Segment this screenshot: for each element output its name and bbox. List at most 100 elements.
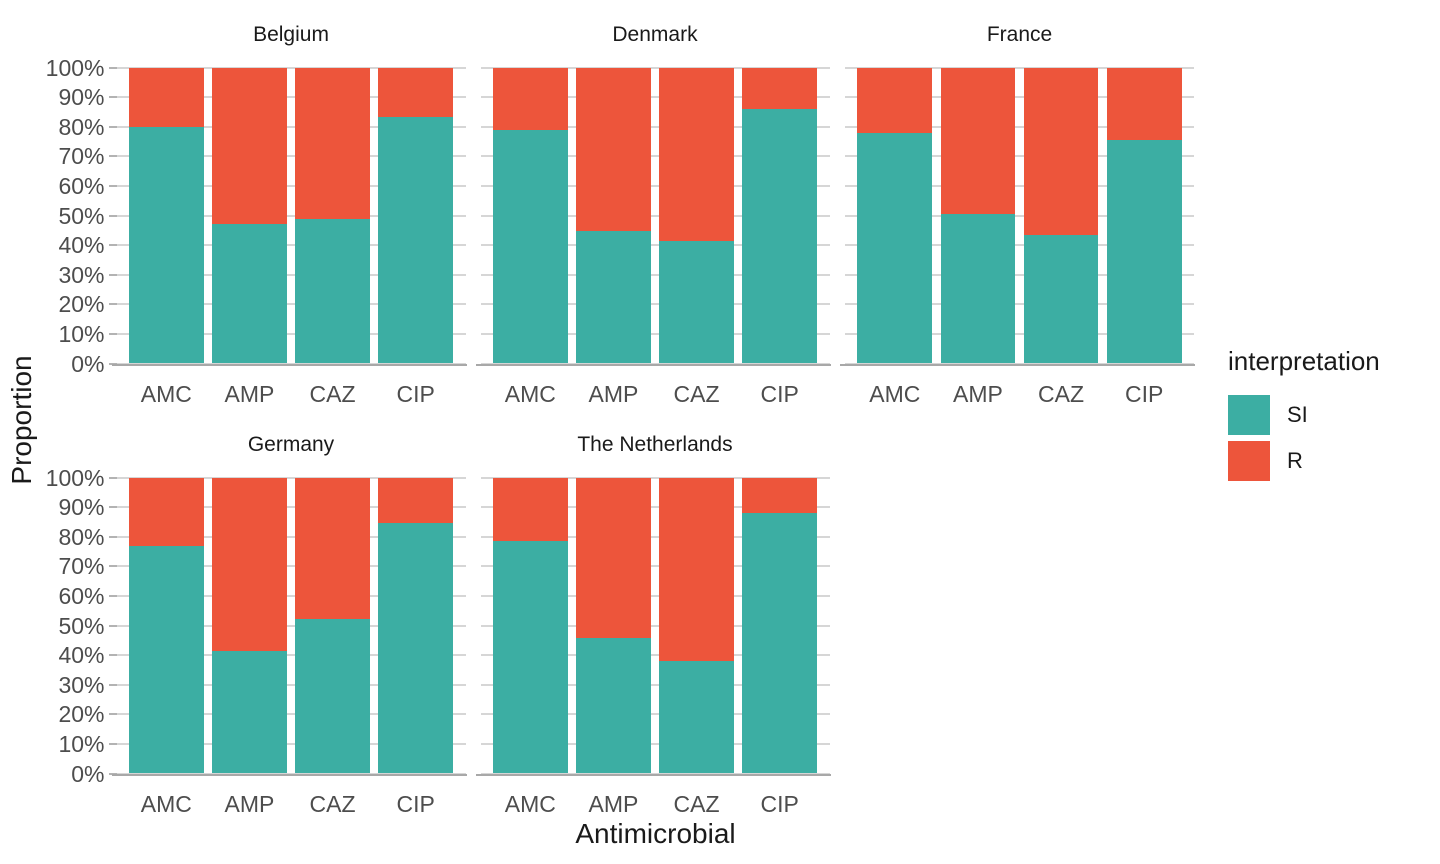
- x-tick-label: CIP: [1124, 380, 1164, 407]
- bar-segment-r: [295, 477, 370, 619]
- x-tick-label: AMP: [588, 380, 639, 407]
- gridline: [845, 125, 1194, 128]
- legend: interpretation SI R: [1228, 344, 1433, 487]
- y-tick-label: 20%: [58, 701, 105, 728]
- gridline: [480, 654, 830, 657]
- facet-title: France: [986, 22, 1053, 46]
- bar-segment-r: [378, 477, 454, 524]
- y-tick-mark: [108, 535, 117, 538]
- bar-amc: [492, 67, 568, 364]
- bar-segment-si: [492, 130, 568, 364]
- x-axis-line: [475, 773, 831, 776]
- gridline: [480, 535, 830, 538]
- gridline: [116, 476, 466, 479]
- bar-cip: [742, 67, 818, 364]
- bar-segment-r: [492, 67, 568, 131]
- gridline: [480, 683, 830, 686]
- legend-item-label: SI: [1287, 402, 1308, 427]
- facet-panel: [475, 476, 831, 776]
- bar-segment-r: [659, 67, 734, 242]
- facet-panel: [475, 66, 831, 366]
- facet-title: Belgium: [253, 22, 329, 46]
- bar-amp: [940, 67, 1016, 364]
- gridline: [116, 66, 466, 69]
- x-tick-label: CIP: [396, 380, 435, 407]
- facet-belgium: Belgium 0% 10% 20% 30% 40% 50% 60% 70% 80% 90% 100%…: [46, 23, 467, 407]
- bar-segment-r: [576, 477, 651, 638]
- bar-segment-si: [128, 126, 204, 364]
- y-tick-mark: [108, 594, 117, 597]
- gridline: [116, 332, 466, 335]
- bar-segment-r: [1106, 67, 1182, 140]
- x-tick-label: AMP: [588, 790, 639, 817]
- legend-swatch-r-icon: [1228, 441, 1270, 481]
- gridline: [480, 96, 830, 99]
- bar-amc: [492, 477, 568, 774]
- x-tick-label: CIP: [760, 380, 799, 407]
- gridline: [116, 565, 466, 568]
- bar-amp: [576, 477, 651, 774]
- x-axis-title: Antimicrobial: [575, 818, 736, 849]
- y-tick-label: 20%: [58, 291, 105, 318]
- gridline: [480, 476, 830, 479]
- gridline: [480, 713, 830, 716]
- facet-title: The Netherlands: [577, 432, 733, 456]
- y-tick-mark: [108, 683, 117, 686]
- bar-segment-si: [742, 108, 818, 364]
- gridline: [116, 214, 466, 217]
- x-tick-label: CIP: [396, 790, 435, 817]
- bar-segment-si: [659, 241, 734, 364]
- y-tick-label: 100%: [45, 54, 105, 81]
- bar-caz: [295, 67, 370, 364]
- y-tick-mark: [108, 66, 117, 69]
- gridline: [116, 654, 466, 657]
- y-tick-mark: [108, 273, 117, 276]
- gridline: [845, 214, 1194, 217]
- x-axis-line: [840, 363, 1195, 366]
- bar-segment-si: [492, 540, 568, 774]
- x-tick-label: CAZ: [673, 790, 720, 817]
- x-tick-label: CAZ: [1038, 380, 1085, 407]
- x-tick-label: AMC: [140, 790, 192, 817]
- bar-segment-si: [576, 230, 651, 364]
- x-tick-label: CIP: [760, 790, 799, 817]
- bar-segment-r: [492, 477, 568, 541]
- bar-caz: [659, 477, 734, 774]
- bar-cip: [742, 477, 818, 774]
- bar-segment-si: [1106, 139, 1182, 364]
- bar-segment-r: [1023, 67, 1099, 235]
- bar-segment-r: [378, 67, 454, 118]
- y-tick-label: 60%: [58, 582, 105, 609]
- y-tick-mark: [108, 713, 117, 716]
- bar-segment-r: [742, 67, 818, 109]
- bar-segment-r: [576, 67, 651, 231]
- bar-segment-r: [659, 477, 734, 661]
- y-tick-mark: [108, 332, 117, 335]
- gridline: [480, 624, 830, 627]
- x-axis-line: [111, 773, 467, 776]
- y-tick-mark: [108, 654, 117, 657]
- legend-title: interpretation: [1228, 346, 1380, 376]
- gridline: [116, 184, 466, 187]
- facet-title: Denmark: [612, 22, 698, 46]
- bar-segment-si: [212, 650, 287, 774]
- gridline: [480, 332, 830, 335]
- x-tick-label: AMC: [504, 380, 556, 407]
- x-tick-label: AMP: [224, 790, 275, 817]
- legend-swatch-si-icon: [1228, 395, 1270, 435]
- gridline: [116, 244, 466, 247]
- bar-segment-r: [857, 67, 933, 133]
- bar-cip: [378, 67, 454, 364]
- facet-panel: [111, 66, 467, 366]
- gridline: [845, 96, 1194, 99]
- gridline: [480, 214, 830, 217]
- bar-segment-si: [212, 224, 287, 364]
- y-tick-mark: [108, 624, 117, 627]
- bar-caz: [1023, 67, 1099, 364]
- gridline: [480, 303, 830, 306]
- x-tick-label: CAZ: [309, 790, 356, 817]
- gridline: [845, 66, 1194, 69]
- bar-segment-r: [295, 67, 370, 220]
- gridline: [480, 742, 830, 745]
- bar-segment-si: [659, 660, 734, 774]
